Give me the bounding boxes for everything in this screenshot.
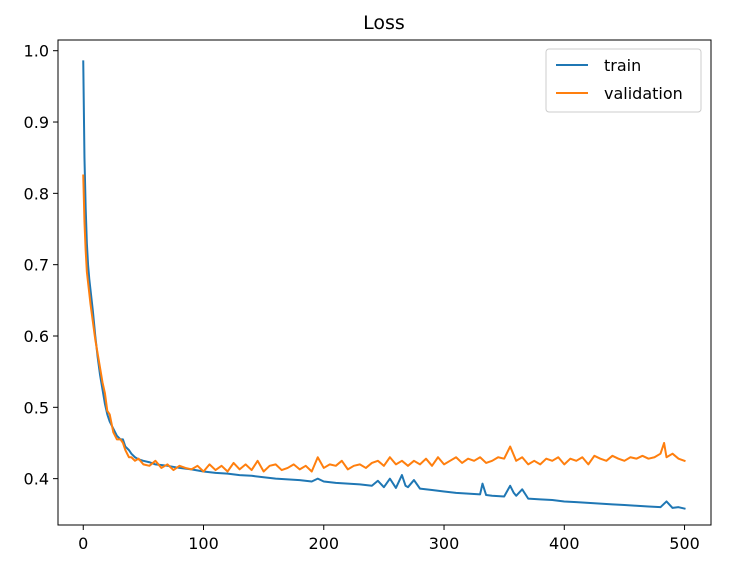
x-tick-label: 300 [429, 534, 460, 553]
x-axis: 0 100 200 300 400 500 [78, 525, 700, 553]
legend-label-train: train [604, 56, 641, 75]
plot-frame [57, 39, 712, 526]
y-tick-label: 0.8 [24, 184, 49, 203]
legend: train validation [545, 48, 702, 113]
x-tick-label: 200 [308, 534, 339, 553]
x-tick-label: 400 [549, 534, 580, 553]
series-layer [82, 60, 686, 510]
series-line-train [82, 60, 686, 510]
x-tick-label: 500 [669, 534, 700, 553]
y-axis: 0.4 0.5 0.6 0.7 0.8 0.9 1.0 [24, 42, 58, 489]
series-line-validation [82, 174, 686, 473]
x-tick-label: 0 [78, 534, 88, 553]
chart-title: Loss [363, 12, 405, 34]
y-tick-label: 0.7 [24, 256, 49, 275]
x-tick-label: 100 [188, 534, 219, 553]
legend-label-validation: validation [604, 84, 683, 103]
y-tick-label: 0.9 [24, 113, 49, 132]
y-tick-label: 0.6 [24, 327, 49, 346]
y-tick-label: 0.4 [24, 470, 49, 489]
y-tick-label: 1.0 [24, 42, 49, 61]
y-tick-label: 0.5 [24, 398, 49, 417]
